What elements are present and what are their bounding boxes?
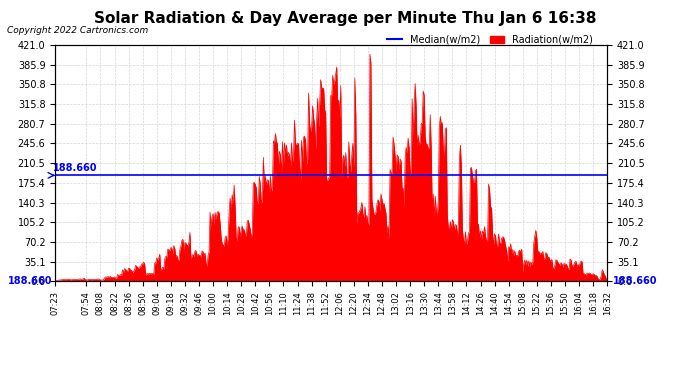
Text: Solar Radiation & Day Average per Minute Thu Jan 6 16:38: Solar Radiation & Day Average per Minute… — [94, 11, 596, 26]
Text: Copyright 2022 Cartronics.com: Copyright 2022 Cartronics.com — [7, 26, 148, 35]
Text: 188.660: 188.660 — [53, 163, 98, 172]
Legend: Median(w/m2), Radiation(w/m2): Median(w/m2), Radiation(w/m2) — [384, 31, 597, 49]
Text: 188.660: 188.660 — [8, 276, 52, 286]
Text: 188.660: 188.660 — [613, 276, 657, 286]
